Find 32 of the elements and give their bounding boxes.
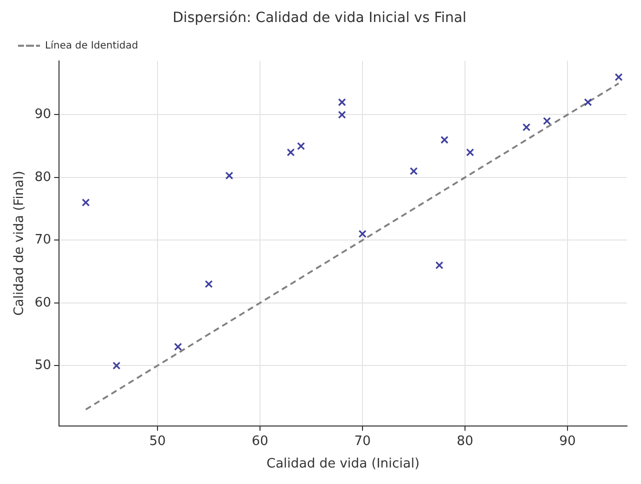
point (338, 110, 346, 119)
point (440, 136, 448, 144)
point (410, 167, 418, 176)
x-tick-label: 70 (354, 434, 371, 449)
x-tick-label: 80 (456, 434, 474, 449)
point (82, 198, 90, 207)
y-tick-label: 90 (34, 107, 52, 122)
point (584, 98, 592, 106)
point (358, 230, 366, 238)
x-axis-title: Calidad de vida (Inicial) (266, 456, 420, 472)
point (286, 148, 295, 156)
y-tick-label: 80 (34, 170, 52, 185)
y-tick-label: 70 (34, 232, 52, 248)
legend-label: Línea de Identidad (45, 40, 138, 52)
x-tick-label: 90 (559, 434, 576, 449)
y-axis-title: Calidad de vida (Final) (12, 170, 28, 316)
point (338, 98, 346, 106)
point (204, 280, 213, 288)
point (435, 261, 444, 270)
chart-title: Dispersión: Calidad de vida Inicial vs Final (172, 10, 466, 26)
y-tick-label: 50 (34, 358, 52, 373)
point (466, 148, 474, 156)
point (614, 73, 623, 82)
point (522, 123, 530, 132)
point (112, 362, 121, 370)
point (225, 172, 234, 180)
y-tick-label: 60 (34, 295, 52, 310)
x-tick-label: 50 (149, 434, 166, 449)
point (542, 117, 551, 125)
point (297, 142, 305, 150)
x-tick-label: 60 (252, 434, 268, 449)
point (174, 342, 182, 351)
